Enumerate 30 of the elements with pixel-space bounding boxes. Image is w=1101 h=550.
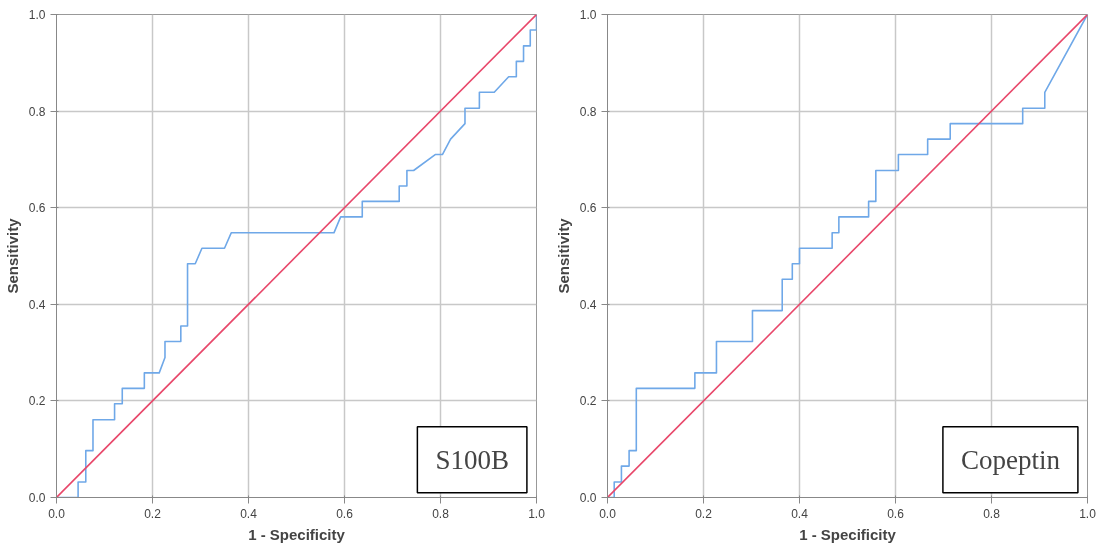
- x-tick-label: 0.8: [432, 506, 450, 521]
- y-tick-label: 1.0: [579, 8, 597, 22]
- y-axis-title: Sensitivity: [554, 217, 572, 294]
- x-axis-title: 1 - Specificity: [248, 525, 346, 543]
- x-tick-label: 0.2: [144, 506, 162, 521]
- x-tick-label: 0.6: [336, 506, 354, 521]
- y-tick-label: 0.2: [579, 394, 597, 409]
- y-axis-title: Sensitivity: [3, 217, 21, 294]
- x-tick-label: 0.8: [983, 506, 1001, 521]
- x-axis-title: 1 - Specificity: [799, 525, 897, 543]
- x-tick-label: 0.0: [599, 506, 617, 521]
- annotation: S100B: [435, 444, 509, 475]
- x-tick-label: 0.0: [48, 506, 66, 521]
- y-tick-label: 0.8: [579, 104, 597, 119]
- x-tick-label: 0.6: [887, 506, 905, 521]
- y-tick-label: 1.0: [28, 8, 46, 22]
- x-tick-label: 0.4: [240, 506, 258, 521]
- x-tick-label: 1.0: [1079, 506, 1097, 521]
- x-tick-label: 0.2: [695, 506, 713, 521]
- y-tick-label: 0.0: [28, 491, 46, 505]
- annotation: Copeptin: [960, 444, 1061, 475]
- y-tick-label: 0.0: [579, 491, 597, 505]
- y-tick-label: 0.6: [28, 201, 46, 216]
- x-tick-label: 0.4: [791, 506, 809, 521]
- y-tick-label: 0.4: [579, 297, 597, 312]
- y-tick-label: 0.6: [579, 201, 597, 216]
- y-tick-label: 0.8: [28, 104, 46, 119]
- y-tick-label: 0.4: [28, 297, 46, 312]
- y-tick-label: 0.2: [28, 394, 46, 409]
- x-tick-label: 1.0: [528, 506, 546, 521]
